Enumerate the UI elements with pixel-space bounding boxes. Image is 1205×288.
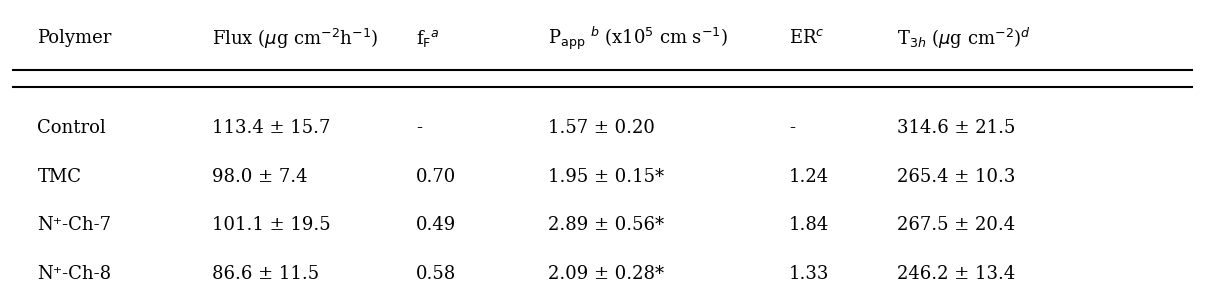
Text: 0.58: 0.58	[416, 265, 457, 283]
Text: 1.24: 1.24	[789, 168, 829, 186]
Text: f$_\mathrm{F}$$^{a}$: f$_\mathrm{F}$$^{a}$	[416, 28, 440, 49]
Text: 1.33: 1.33	[789, 265, 829, 283]
Text: 98.0 ± 7.4: 98.0 ± 7.4	[212, 168, 307, 186]
Text: 314.6 ± 21.5: 314.6 ± 21.5	[897, 119, 1016, 137]
Text: 0.49: 0.49	[416, 216, 457, 234]
Text: Polymer: Polymer	[37, 29, 112, 48]
Text: 246.2 ± 13.4: 246.2 ± 13.4	[897, 265, 1016, 283]
Text: 2.89 ± 0.56*: 2.89 ± 0.56*	[548, 216, 664, 234]
Text: T$_{3h}$ ($\mu$g cm$^{-2}$)$^{d}$: T$_{3h}$ ($\mu$g cm$^{-2}$)$^{d}$	[897, 26, 1030, 51]
Text: 265.4 ± 10.3: 265.4 ± 10.3	[897, 168, 1016, 186]
Text: 0.70: 0.70	[416, 168, 457, 186]
Text: -: -	[789, 119, 795, 137]
Text: ER$^{c}$: ER$^{c}$	[789, 29, 824, 48]
Text: 1.95 ± 0.15*: 1.95 ± 0.15*	[548, 168, 664, 186]
Text: -: -	[416, 119, 422, 137]
Text: 1.84: 1.84	[789, 216, 829, 234]
Text: N⁺-Ch-8: N⁺-Ch-8	[37, 265, 112, 283]
Text: Flux ($\mu$g cm$^{-2}$h$^{-1}$): Flux ($\mu$g cm$^{-2}$h$^{-1}$)	[212, 26, 378, 50]
Text: 2.09 ± 0.28*: 2.09 ± 0.28*	[548, 265, 664, 283]
Text: P$_\mathrm{app}$ $^{b}$ (x10$^{5}$ cm s$^{-1}$): P$_\mathrm{app}$ $^{b}$ (x10$^{5}$ cm s$…	[548, 25, 729, 52]
Text: TMC: TMC	[37, 168, 82, 186]
Text: 267.5 ± 20.4: 267.5 ± 20.4	[897, 216, 1015, 234]
Text: Control: Control	[37, 119, 106, 137]
Text: 1.57 ± 0.20: 1.57 ± 0.20	[548, 119, 656, 137]
Text: N⁺-Ch-7: N⁺-Ch-7	[37, 216, 111, 234]
Text: 101.1 ± 19.5: 101.1 ± 19.5	[212, 216, 330, 234]
Text: 86.6 ± 11.5: 86.6 ± 11.5	[212, 265, 319, 283]
Text: 113.4 ± 15.7: 113.4 ± 15.7	[212, 119, 330, 137]
